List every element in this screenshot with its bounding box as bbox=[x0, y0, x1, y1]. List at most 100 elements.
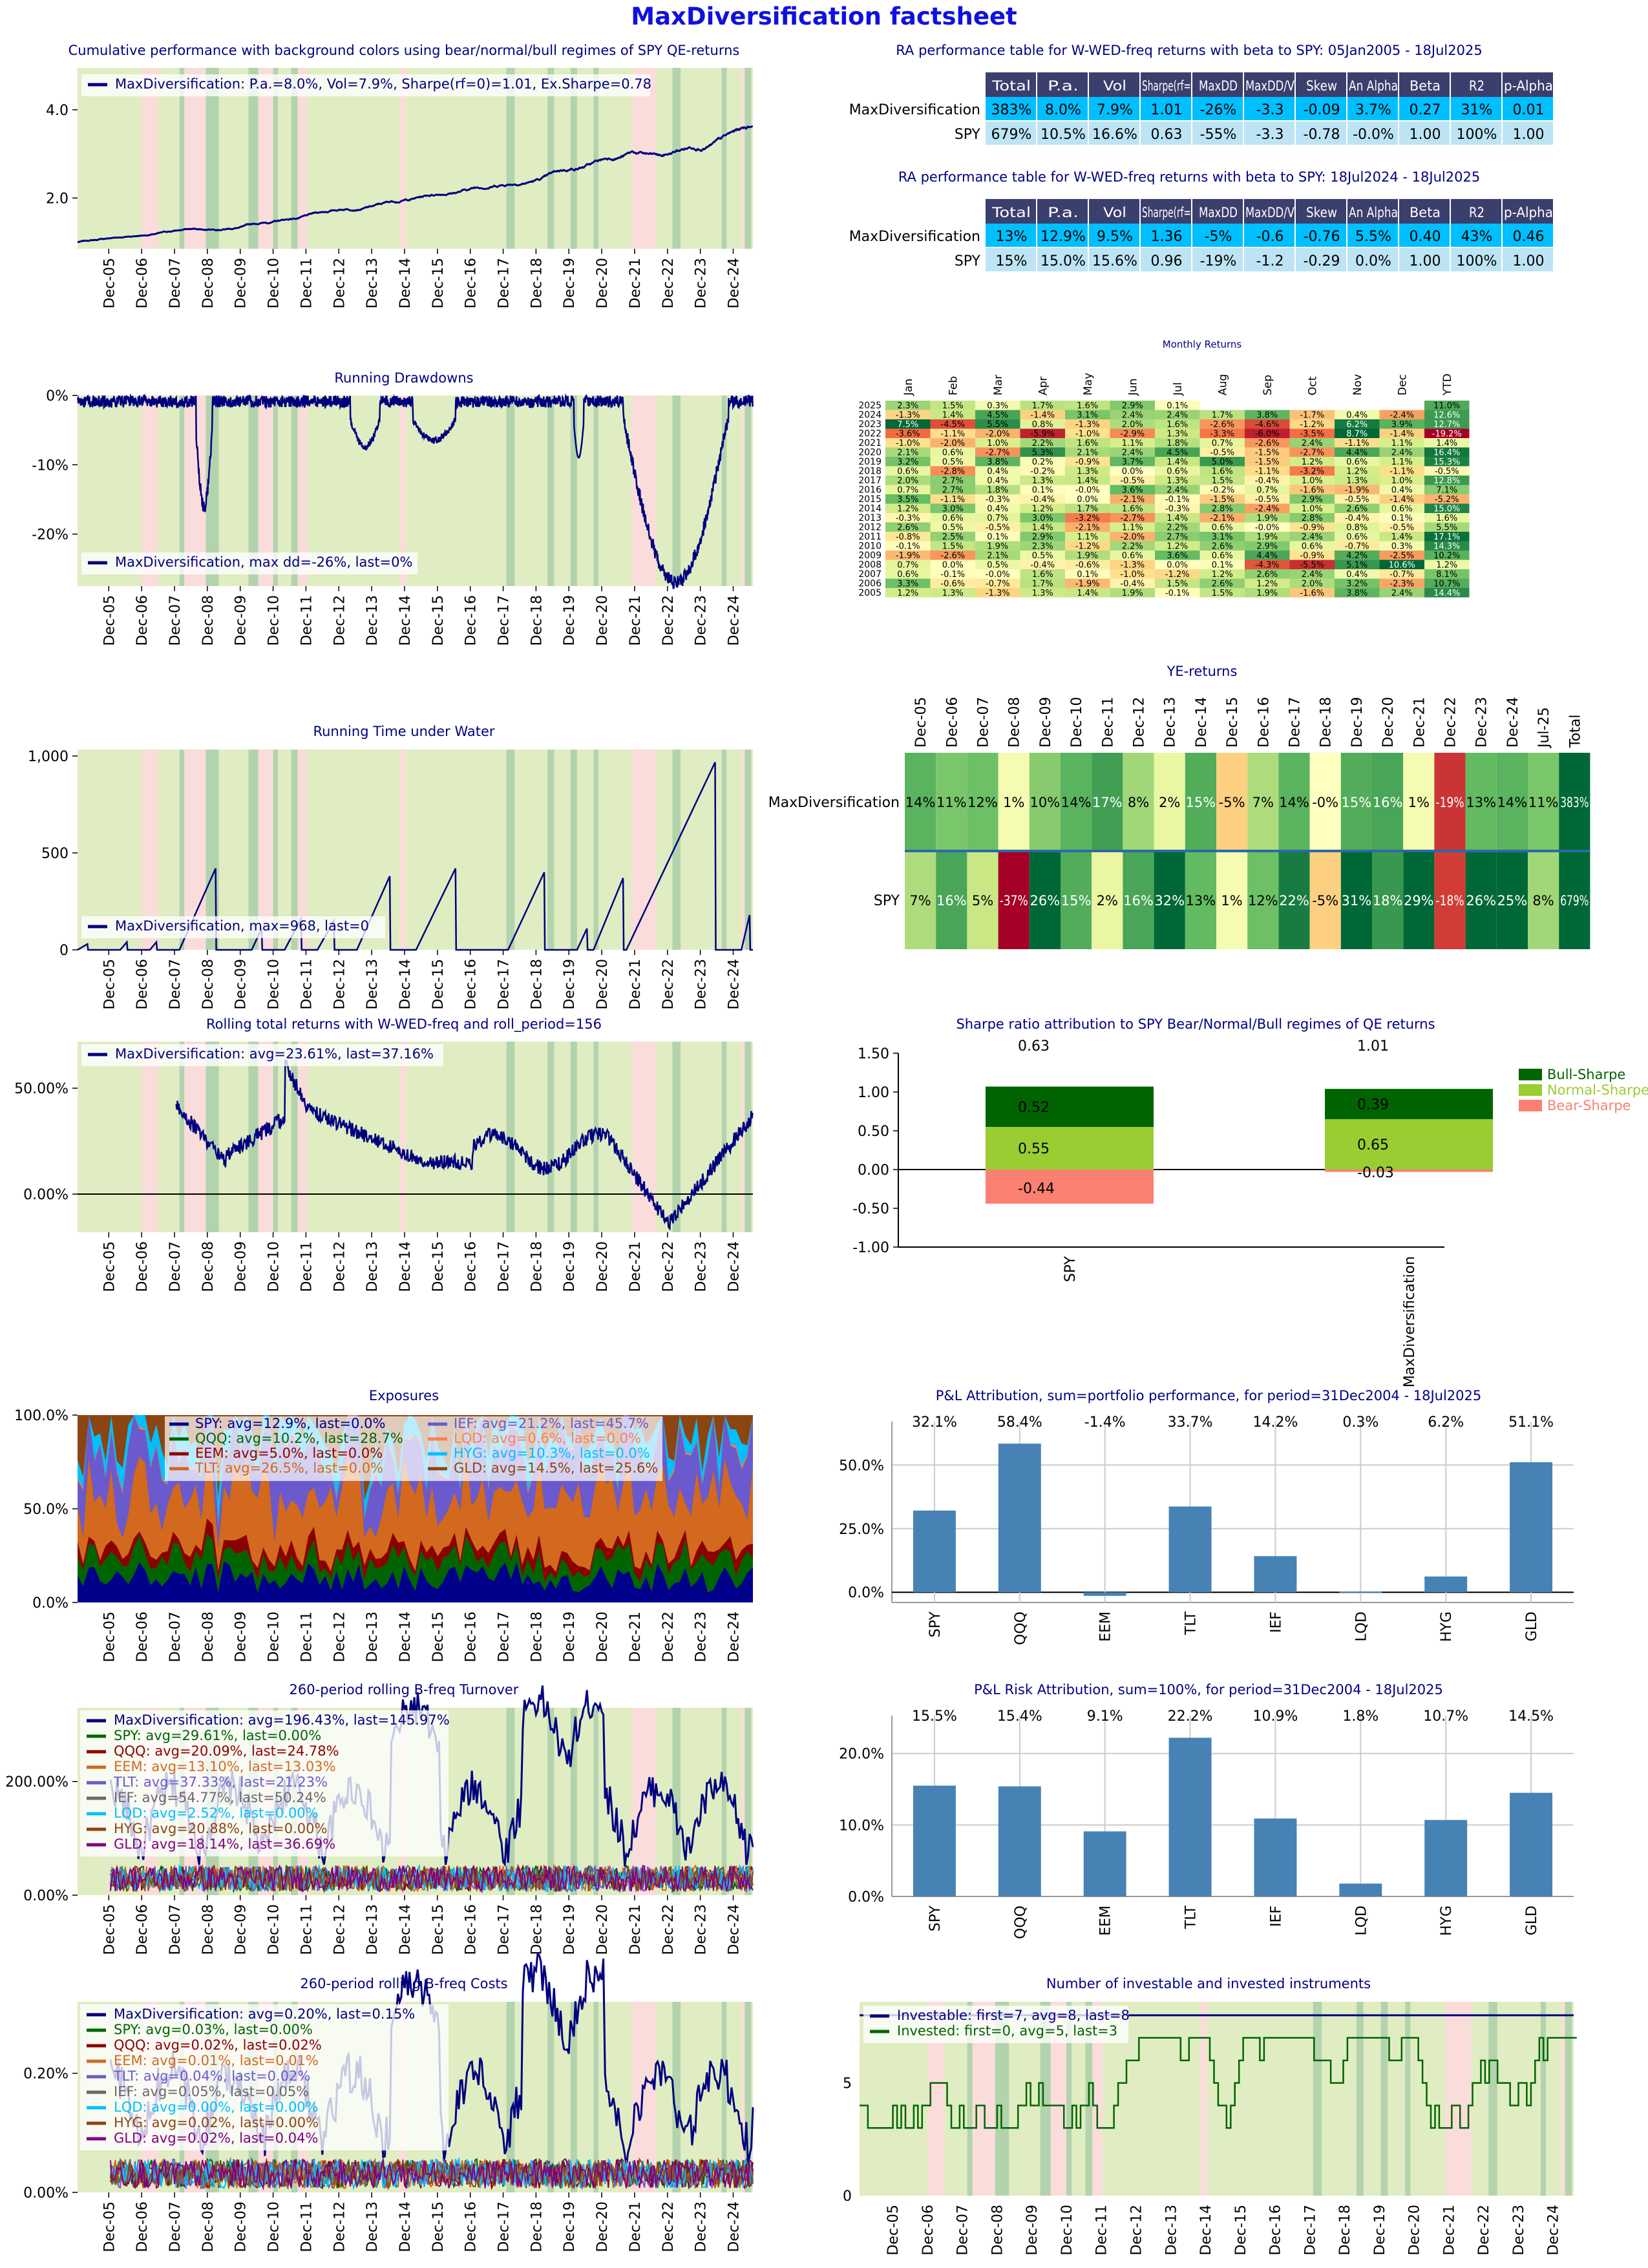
monthly-cell bbox=[1110, 419, 1155, 429]
monthly-cell-value: 2.1% bbox=[1077, 448, 1098, 458]
monthly-cell bbox=[930, 578, 975, 588]
turn-ytick-label: 200.00% bbox=[5, 1774, 69, 1790]
pnl-xtick-label: IEF bbox=[1268, 1612, 1284, 1633]
ninst-legend-box bbox=[863, 2006, 1128, 2043]
exp-xtick-label: Dec-14 bbox=[397, 1612, 414, 1663]
monthly-cell-value: 14.4% bbox=[1433, 589, 1460, 598]
ra-table-2: Total P.a. Vol Sharpe(rf= MaxDD MaxDD/V Skew An… bbox=[849, 199, 1553, 271]
ninst-xtick-label: Dec-05 bbox=[885, 2205, 902, 2256]
monthly-cell bbox=[1379, 560, 1424, 569]
turn-normal-band bbox=[721, 1708, 727, 1895]
monthly-cell bbox=[1335, 457, 1380, 467]
roll-xtick-label: Dec-07 bbox=[167, 1241, 184, 1292]
ye-col-header: Dec-21 bbox=[1411, 697, 1428, 748]
ra-cell bbox=[1296, 121, 1346, 145]
ye-cell-value: 26% bbox=[1466, 893, 1496, 908]
monthly-col-label: Aug bbox=[1216, 374, 1229, 395]
ra-cell-value: 7.9% bbox=[1097, 102, 1133, 118]
cost-xtick-label: Dec-06 bbox=[134, 2201, 151, 2252]
ninst-xtick-text: Dec-11 bbox=[1094, 2205, 1110, 2256]
monthly-cell-value: 1.6% bbox=[1167, 420, 1188, 430]
monthly-cell-value: -0.1% bbox=[1165, 589, 1190, 598]
monthly-cell-value: -1.7% bbox=[1300, 411, 1324, 421]
ninst-xtick-label: Dec-22 bbox=[1476, 2205, 1492, 2256]
monthly-cell-value: -6.0% bbox=[1255, 430, 1280, 439]
ninst-xtick-label: Dec-10 bbox=[1059, 2205, 1075, 2256]
ninst-xtick-text: Dec-22 bbox=[1476, 2205, 1492, 2256]
monthly-cell bbox=[1155, 419, 1200, 429]
dd-xtick-text: Dec-20 bbox=[595, 595, 611, 646]
risk-bar bbox=[998, 1786, 1041, 1896]
exp-legend-box bbox=[165, 1416, 662, 1481]
ye-cell bbox=[967, 753, 998, 851]
monthly-col-header: Jan bbox=[902, 379, 915, 396]
turn-xtick-text: Dec-17 bbox=[496, 1904, 512, 1955]
monthly-cell-value: 4.4% bbox=[1346, 448, 1368, 458]
monthly-cell bbox=[1110, 447, 1155, 457]
risk-category-label: IEF bbox=[1268, 1906, 1284, 1927]
ra-cell bbox=[1141, 121, 1191, 145]
monthly-cell-value: 0.1% bbox=[1077, 570, 1098, 580]
ra-header-cell bbox=[1244, 72, 1294, 97]
monthly-cell bbox=[1245, 532, 1290, 541]
ye-cell bbox=[1247, 851, 1279, 949]
monthly-cell bbox=[930, 522, 975, 532]
ra-cell bbox=[1141, 224, 1191, 247]
cost-xtick-text: Dec-12 bbox=[332, 2201, 348, 2252]
monthly-cell-value: 1.7% bbox=[1077, 505, 1098, 514]
monthly-cell-value: 0.5% bbox=[1032, 551, 1053, 561]
exp-xtick-label: Dec-11 bbox=[299, 1612, 315, 1663]
tuw-bear-band bbox=[399, 750, 407, 950]
monthly-cell-value: 1.4% bbox=[1391, 532, 1413, 542]
turn-normal-band bbox=[593, 1708, 598, 1895]
roll-xtick-text: Dec-14 bbox=[397, 1241, 414, 1292]
monthly-cell-value: 1.7% bbox=[1032, 580, 1053, 589]
exp-legend-label: LQD: avg=0.6%, last=0.0% bbox=[454, 1431, 641, 1446]
monthly-cell bbox=[1245, 494, 1290, 504]
monthly-cell-value: 1.0% bbox=[987, 439, 1008, 448]
turn-xtick-label: Dec-14 bbox=[397, 1904, 414, 1955]
roll-xtick-label: Dec-24 bbox=[726, 1241, 742, 1292]
monthly-cell-value: -1.5% bbox=[1255, 448, 1280, 458]
cum-normal-band bbox=[672, 68, 681, 249]
risk-xtick-label: TLT bbox=[1183, 1905, 1199, 1929]
ra-cell-value: -0.0% bbox=[1353, 127, 1394, 143]
monthly-cell-value: 12.8% bbox=[1433, 476, 1460, 486]
monthly-cell bbox=[1110, 560, 1155, 569]
roll-normal-band bbox=[248, 1042, 259, 1232]
ye-cell bbox=[1123, 851, 1154, 949]
monthly-cell-value: -1.3% bbox=[896, 411, 920, 421]
time-under-water-chart: Dec-05 Dec-06 Dec-07 Dec-08 Dec-09 Dec-10 Dec-… bbox=[28, 749, 753, 1010]
ra-cell-value: -0.09 bbox=[1304, 102, 1340, 118]
ninst-normal-band bbox=[1488, 2002, 1497, 2196]
roll-xtick-text: Dec-11 bbox=[299, 1241, 315, 1292]
ninst-bear-band bbox=[1445, 2002, 1472, 2196]
turn-normal-band bbox=[547, 1708, 555, 1895]
roll-normal-band bbox=[593, 1042, 598, 1232]
monthly-cell bbox=[885, 428, 931, 438]
ninst-xtick-label: Dec-07 bbox=[955, 2205, 971, 2256]
ye-cell bbox=[1185, 753, 1216, 851]
exp-xtick-label: Dec-12 bbox=[332, 1612, 348, 1663]
monthly-cell-value: 4.5% bbox=[987, 411, 1008, 421]
exp-xtick-label: Dec-13 bbox=[364, 1612, 381, 1663]
ye-cell-value: 26% bbox=[1030, 893, 1061, 908]
monthly-cell bbox=[975, 485, 1020, 494]
ninst-xtick-label: Dec-24 bbox=[1546, 2205, 1562, 2256]
pnl-bar bbox=[1083, 1592, 1126, 1596]
monthly-cell-value: 2.4% bbox=[1302, 570, 1323, 580]
turn-xtick-text: Dec-05 bbox=[101, 1904, 118, 1955]
exp-xtick-text: Dec-15 bbox=[430, 1612, 447, 1663]
cost-xtick-text: Dec-17 bbox=[496, 2201, 512, 2252]
turn-xtick-label: Dec-06 bbox=[134, 1904, 151, 1955]
monthly-col-label: Sep bbox=[1262, 375, 1274, 395]
roll-xtick-label: Dec-13 bbox=[364, 1241, 381, 1292]
exp-xtick-text: Dec-06 bbox=[134, 1612, 151, 1663]
cost-ytick-label: 0.00% bbox=[23, 2185, 69, 2201]
ra-header-cell bbox=[1399, 199, 1450, 224]
monthly-cell-value: 14.3% bbox=[1433, 542, 1460, 552]
ye-cell bbox=[1372, 851, 1404, 949]
ninst-legend-label: Investable: first=7, avg=8, last=8 bbox=[897, 2008, 1130, 2023]
cum-normal-band bbox=[179, 68, 185, 249]
ye-col-label: Dec-08 bbox=[1007, 697, 1023, 748]
